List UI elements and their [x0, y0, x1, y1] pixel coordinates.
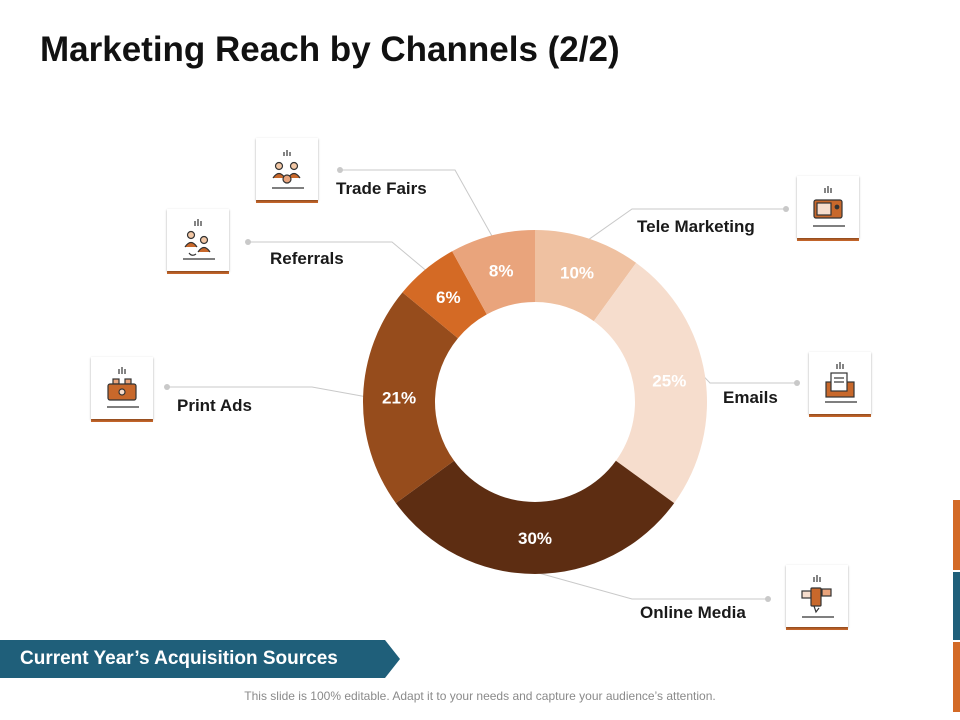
banner-text: Current Year’s Acquisition Sources [20, 648, 338, 669]
channel-label-tele-marketing: Tele Marketing [637, 217, 755, 236]
leader-line-referrals [248, 241, 427, 272]
channel-label-trade-fairs: Trade Fairs [336, 179, 427, 198]
tele-marketing-icon-card [797, 176, 859, 238]
referrals-icon-card [167, 209, 229, 271]
acquisition-banner: Current Year’s Acquisition Sources [0, 640, 400, 678]
side-accent-bar-top [953, 500, 960, 570]
slice-label-online-media: 30% [518, 529, 552, 548]
page-title: Marketing Reach by Channels (2/2) [40, 30, 620, 69]
slice-print-ads [363, 292, 458, 504]
tv-icon [813, 186, 845, 227]
slice-referrals [402, 251, 487, 339]
email-icon [825, 362, 857, 403]
print-ads-icon-card [91, 357, 153, 419]
leader-dot-referrals [245, 239, 251, 245]
channel-label-referrals: Referrals [270, 249, 344, 268]
leader-dot-online-media [765, 596, 771, 602]
channel-label-online-media: Online Media [640, 603, 746, 622]
side-accent-bar-middle [953, 572, 960, 640]
leader-line-emails [702, 375, 797, 384]
channel-label-emails: Emails [723, 388, 778, 407]
slice-online-media [395, 460, 675, 574]
leader-line-print-ads [167, 386, 366, 398]
footer-note: This slide is 100% editable. Adapt it to… [244, 689, 716, 703]
leader-dot-emails [794, 380, 800, 386]
slice-trade-fairs [452, 230, 535, 315]
leader-line-online-media [534, 571, 768, 600]
donut-slices [363, 230, 707, 574]
leader-dot-trade-fairs [337, 167, 343, 173]
leader-lines [164, 167, 800, 602]
printer-icon [107, 367, 139, 408]
side-accent-bar-bottom [953, 642, 960, 712]
channel-label-print-ads: Print Ads [177, 396, 252, 415]
referral-people-icon [183, 219, 215, 260]
leader-line-trade-fairs [340, 169, 494, 238]
leader-line-tele-marketing [587, 208, 786, 241]
slice-emails [593, 262, 707, 504]
slice-label-referrals: 6% [436, 288, 461, 307]
slice-labels: 10% 25% 30% 21% 6% 8% [382, 261, 686, 548]
leader-dot-print-ads [164, 384, 170, 390]
online-media-icon-card [786, 565, 848, 627]
slice-label-tele-marketing: 10% [560, 264, 594, 283]
trade-fair-people-icon [272, 150, 304, 189]
slice-label-print-ads: 21% [382, 389, 416, 408]
leader-dot-tele-marketing [783, 206, 789, 212]
online-media-icon [801, 575, 834, 618]
slice-label-emails: 25% [652, 372, 686, 391]
slice-tele-marketing [535, 230, 637, 322]
trade-fair-icon-card [256, 138, 318, 200]
slice-label-trade-fairs: 8% [489, 261, 514, 280]
emails-icon-card [809, 352, 871, 414]
